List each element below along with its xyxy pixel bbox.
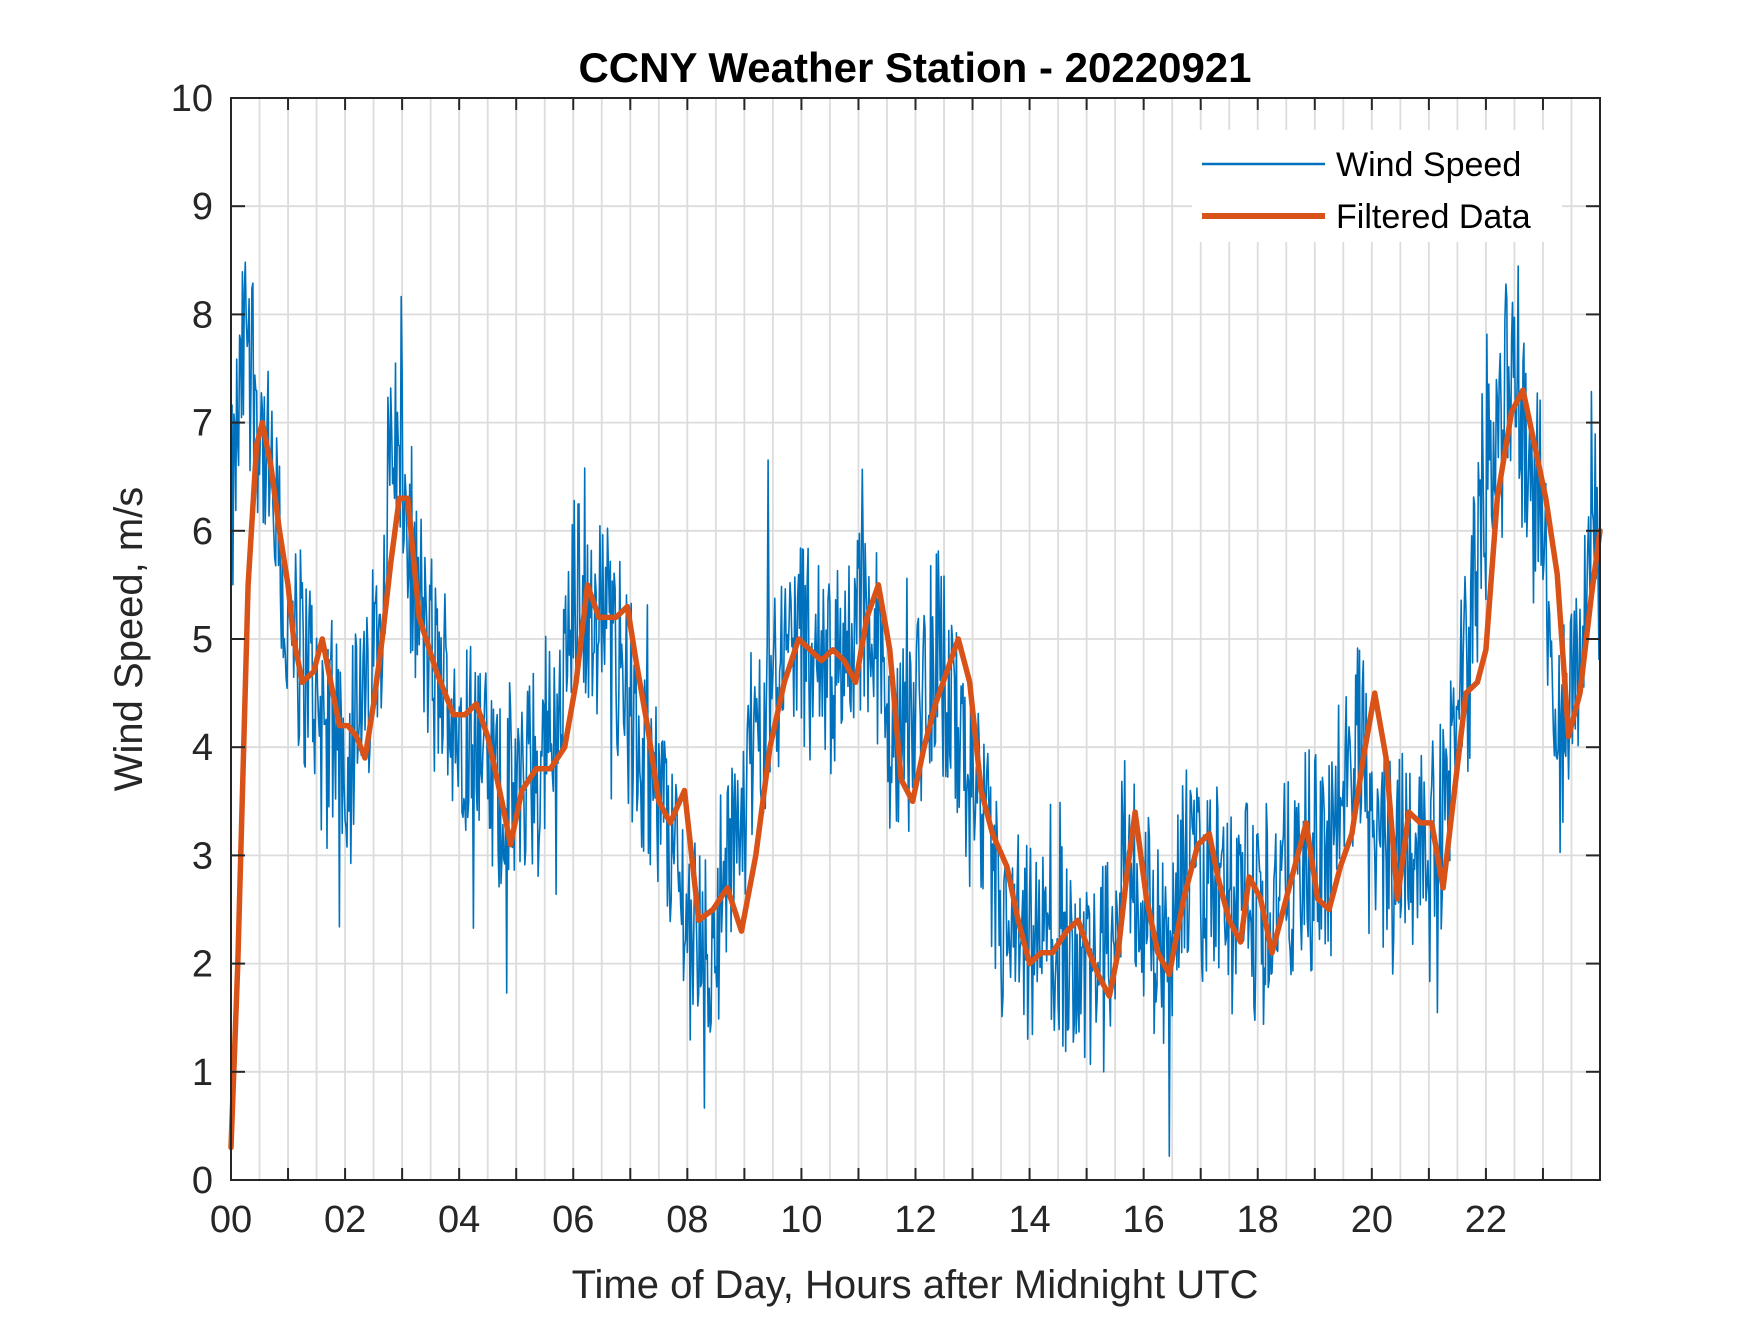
y-axis-label: Wind Speed, m/s [107,487,151,792]
chart-title: CCNY Weather Station - 20220921 [578,44,1251,91]
legend-label-wind-speed: Wind Speed [1336,146,1521,184]
y-tick-label: 10 [171,78,213,120]
x-tick-label: 02 [324,1199,366,1241]
y-tick-label: 2 [192,944,213,986]
x-tick-label: 18 [1237,1199,1279,1241]
x-axis-label: Time of Day, Hours after Midnight UTC [572,1263,1259,1307]
x-tick-label: 16 [1123,1199,1165,1241]
x-tick-label: 00 [210,1199,252,1241]
x-tick-label: 06 [552,1199,594,1241]
y-tick-label: 1 [192,1052,213,1094]
y-tick-label: 9 [192,186,213,228]
x-tick-label: 20 [1351,1199,1393,1241]
y-tick-label: 7 [192,403,213,445]
x-tick-label: 14 [1008,1199,1050,1241]
y-tick-label: 0 [192,1160,213,1202]
x-tick-label: 08 [666,1199,708,1241]
y-tick-label: 4 [192,727,213,769]
x-tick-label: 12 [894,1199,936,1241]
y-tick-label: 3 [192,835,213,877]
series-line-filtered-data [228,387,1603,1151]
x-tick-label: 04 [438,1199,480,1241]
legend-label-filtered-data: Filtered Data [1336,198,1531,236]
x-tick-label: 10 [780,1199,822,1241]
legend: Wind Speed Filtered Data [1192,130,1562,242]
legend-box [1192,130,1562,242]
plot-area [228,261,1603,1157]
series-line-wind-speed [230,261,1601,1157]
x-tick-label: 22 [1465,1199,1507,1241]
y-tick-label: 6 [192,511,213,553]
y-tick-label: 8 [192,294,213,336]
y-tick-label: 5 [192,619,213,661]
